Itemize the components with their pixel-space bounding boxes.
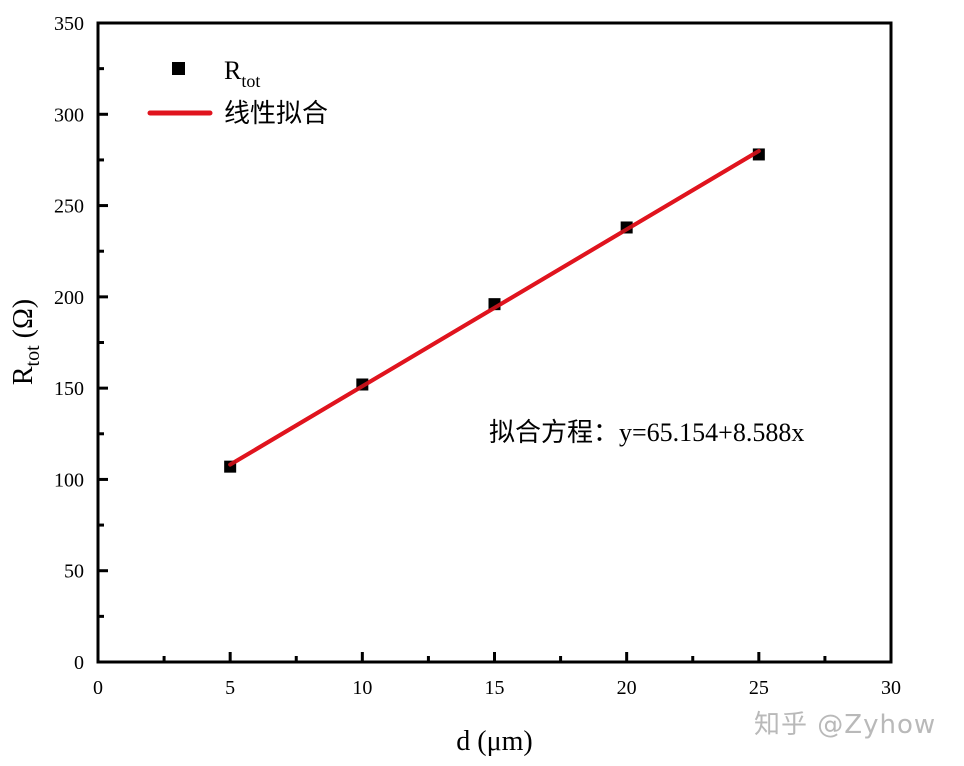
y-tick-label: 200 (54, 287, 84, 309)
y-tick-label: 250 (54, 196, 84, 218)
watermark: 知乎 @Zyhow (754, 710, 937, 740)
fit-line-overlay (228, 148, 761, 467)
y-tick-label: 100 (54, 469, 84, 491)
x-tick-label: 20 (617, 677, 637, 699)
x-tick-label: 0 (93, 677, 103, 699)
fit-equation-annotation: 拟合方程：y=65.154+8.588x (489, 418, 804, 447)
plot-frame (96, 21, 893, 664)
legend-marker-square (172, 62, 185, 75)
y-tick-label: 0 (74, 652, 84, 674)
y-tick-label: 150 (54, 378, 84, 400)
y-axis-title: Rtot (Ω) (8, 299, 44, 385)
x-tick-label: 10 (352, 677, 372, 699)
y-tick-label: 50 (64, 561, 84, 583)
x-axis-title: d (μm) (456, 726, 532, 757)
y-tick-label: 350 (54, 13, 84, 35)
x-tick-label: 30 (881, 677, 901, 699)
x-tick-label: 15 (485, 677, 505, 699)
legend-label-linear-fit: 线性拟合 (224, 99, 328, 128)
y-tick-label: 300 (54, 104, 84, 126)
x-tick-label: 25 (749, 677, 769, 699)
legend-label-rtot: Rtot (224, 56, 260, 91)
x-tick-label: 5 (225, 677, 235, 699)
